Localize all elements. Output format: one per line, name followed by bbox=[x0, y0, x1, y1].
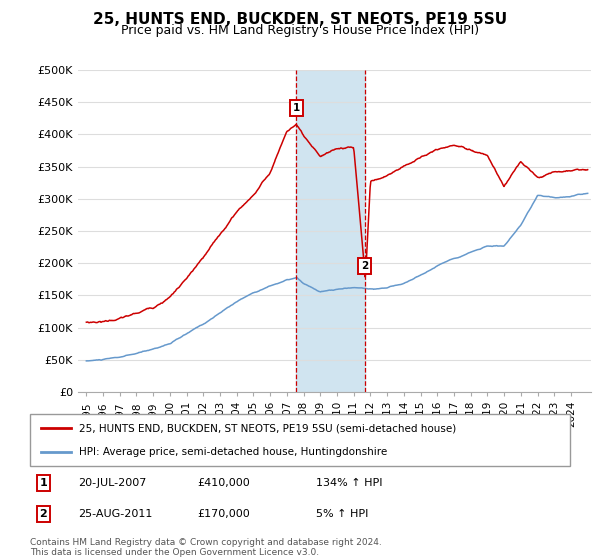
Text: 1: 1 bbox=[40, 478, 47, 488]
FancyBboxPatch shape bbox=[30, 414, 570, 466]
Text: HPI: Average price, semi-detached house, Huntingdonshire: HPI: Average price, semi-detached house,… bbox=[79, 447, 387, 457]
Text: 1: 1 bbox=[292, 103, 299, 113]
Text: 25, HUNTS END, BUCKDEN, ST NEOTS, PE19 5SU: 25, HUNTS END, BUCKDEN, ST NEOTS, PE19 5… bbox=[93, 12, 507, 27]
Text: 20-JUL-2007: 20-JUL-2007 bbox=[79, 478, 147, 488]
Text: £410,000: £410,000 bbox=[197, 478, 250, 488]
Text: 25, HUNTS END, BUCKDEN, ST NEOTS, PE19 5SU (semi-detached house): 25, HUNTS END, BUCKDEN, ST NEOTS, PE19 5… bbox=[79, 423, 456, 433]
Text: £170,000: £170,000 bbox=[197, 509, 250, 519]
Text: 2: 2 bbox=[40, 509, 47, 519]
Text: 2: 2 bbox=[361, 261, 368, 271]
Text: Contains HM Land Registry data © Crown copyright and database right 2024.
This d: Contains HM Land Registry data © Crown c… bbox=[30, 538, 382, 557]
Text: Price paid vs. HM Land Registry's House Price Index (HPI): Price paid vs. HM Land Registry's House … bbox=[121, 24, 479, 37]
Bar bbox=[296, 70, 365, 392]
Text: 134% ↑ HPI: 134% ↑ HPI bbox=[316, 478, 383, 488]
Text: 5% ↑ HPI: 5% ↑ HPI bbox=[316, 509, 368, 519]
Text: 25-AUG-2011: 25-AUG-2011 bbox=[79, 509, 153, 519]
